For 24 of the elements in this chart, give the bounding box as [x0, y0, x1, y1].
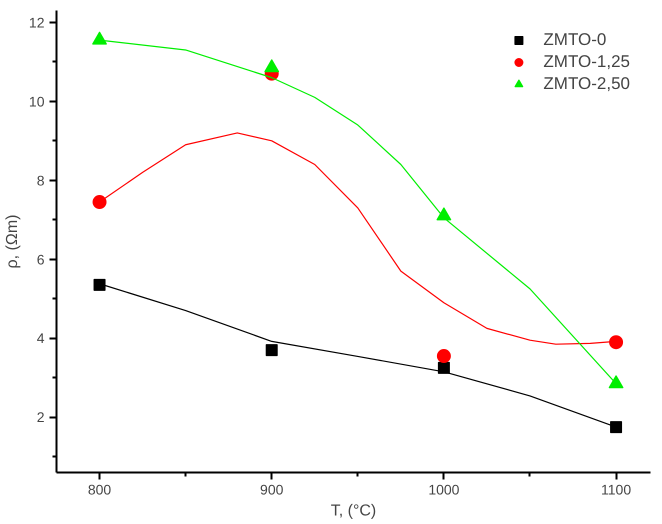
x-tick-label: 1000 [428, 482, 460, 498]
legend-label: ZMTO-0 [543, 30, 606, 50]
point [610, 421, 622, 434]
legend-label: ZMTO-2,50 [543, 74, 630, 94]
point [92, 32, 108, 45]
x-tick-label: 800 [88, 482, 112, 498]
y-tick-label: 8 [36, 172, 45, 188]
point [266, 344, 278, 356]
legend-label: ZMTO-1,25 [543, 52, 630, 72]
y-tick-label: 2 [36, 409, 45, 426]
y-tick-label: 10 [28, 93, 45, 110]
y-tick-label: 12 [28, 14, 45, 30]
x-tick-label: 1100 [601, 482, 632, 498]
y-tick-label: 6 [36, 251, 45, 268]
x-tick-label: 900 [260, 482, 284, 498]
point [609, 335, 624, 350]
point [264, 59, 280, 72]
point [94, 278, 106, 291]
y-axis-title: ρ, (Ωm) [4, 214, 21, 268]
point [92, 195, 107, 209]
point [436, 207, 452, 220]
x-axis-title: T, (°C) [330, 502, 376, 520]
y-tick-label: 4 [36, 330, 45, 346]
point [436, 349, 451, 363]
